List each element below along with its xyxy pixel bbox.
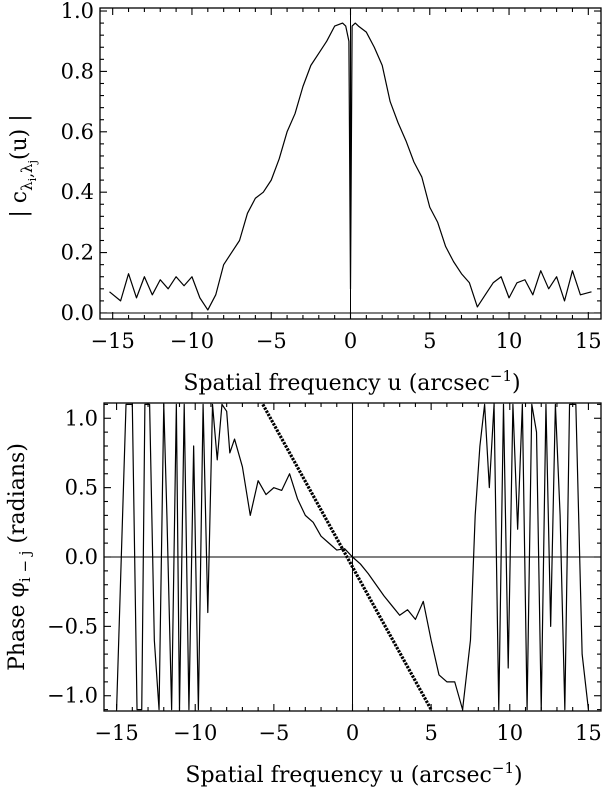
amplitude-series — [109, 22, 592, 311]
phase-y-tick-label: −0.5 — [47, 614, 98, 638]
amplitude-x-tick-label: −10 — [170, 329, 214, 353]
phase-y-tick-label: 0.5 — [65, 476, 98, 500]
amplitude-y-tick-label: 0.8 — [61, 59, 94, 83]
amplitude-x-axis-label: Spatial frequency u (arcsec−1) — [183, 367, 520, 396]
amplitude-x-tick-label: 0 — [344, 329, 357, 353]
phase-y-tick-label: 1.0 — [65, 406, 98, 430]
phase-y-tick-label: −1.0 — [47, 684, 98, 708]
amplitude-y-tick-label: 0.0 — [61, 301, 94, 325]
phase-x-tick-label: 10 — [496, 721, 523, 745]
amplitude-x-tick-label: 5 — [423, 329, 436, 353]
phase-linear-fit-line — [261, 403, 433, 711]
phase-x-tick-label: −15 — [94, 721, 138, 745]
amplitude-x-tick-label: 15 — [575, 329, 602, 353]
phase-x-tick-label: 0 — [346, 721, 359, 745]
phase-x-tick-label: 15 — [575, 721, 602, 745]
phase-x-axis-label: Spatial frequency u (arcsec−1) — [185, 759, 522, 788]
phase-x-tick-label: −5 — [258, 721, 289, 745]
phase-y-axis-label: Phase φi − j (radians) — [5, 443, 34, 671]
phase-y-tick-label: 0.0 — [65, 545, 98, 569]
amplitude-y-axis-label: | cλi,λj(u) | — [7, 114, 39, 217]
phase-x-tick-label: −10 — [173, 721, 217, 745]
phase-data-line — [115, 403, 590, 711]
amplitude-panel: −15 −10 −5 0 5 10 15 0.0 0.2 0.4 0.6 0.8 1.0 Spatial… — [7, 0, 602, 396]
phase-series — [115, 403, 590, 711]
phase-panel: −15 −10 −5 0 5 10 15 −1.0 −0.5 0.0 0.5 1.0 Spatial … — [5, 402, 602, 788]
amplitude-y-tick-label: 0.2 — [61, 241, 94, 265]
amplitude-y-tick-label: 0.6 — [61, 120, 94, 144]
amplitude-data-line — [109, 22, 592, 311]
amplitude-x-tick-label: 10 — [496, 329, 523, 353]
amplitude-y-tick-label: 0.4 — [61, 180, 94, 204]
amplitude-y-tick-label: 1.0 — [61, 0, 94, 23]
amplitude-ticks: −15 −10 −5 0 5 10 15 0.0 0.2 0.4 0.6 0.8 1.0 — [61, 0, 602, 353]
amplitude-x-tick-label: −5 — [256, 329, 287, 353]
phase-ticks: −15 −10 −5 0 5 10 15 −1.0 −0.5 0.0 0.5 1.0 — [47, 403, 602, 745]
amplitude-x-tick-label: −15 — [91, 329, 135, 353]
phase-x-tick-label: 5 — [424, 721, 437, 745]
